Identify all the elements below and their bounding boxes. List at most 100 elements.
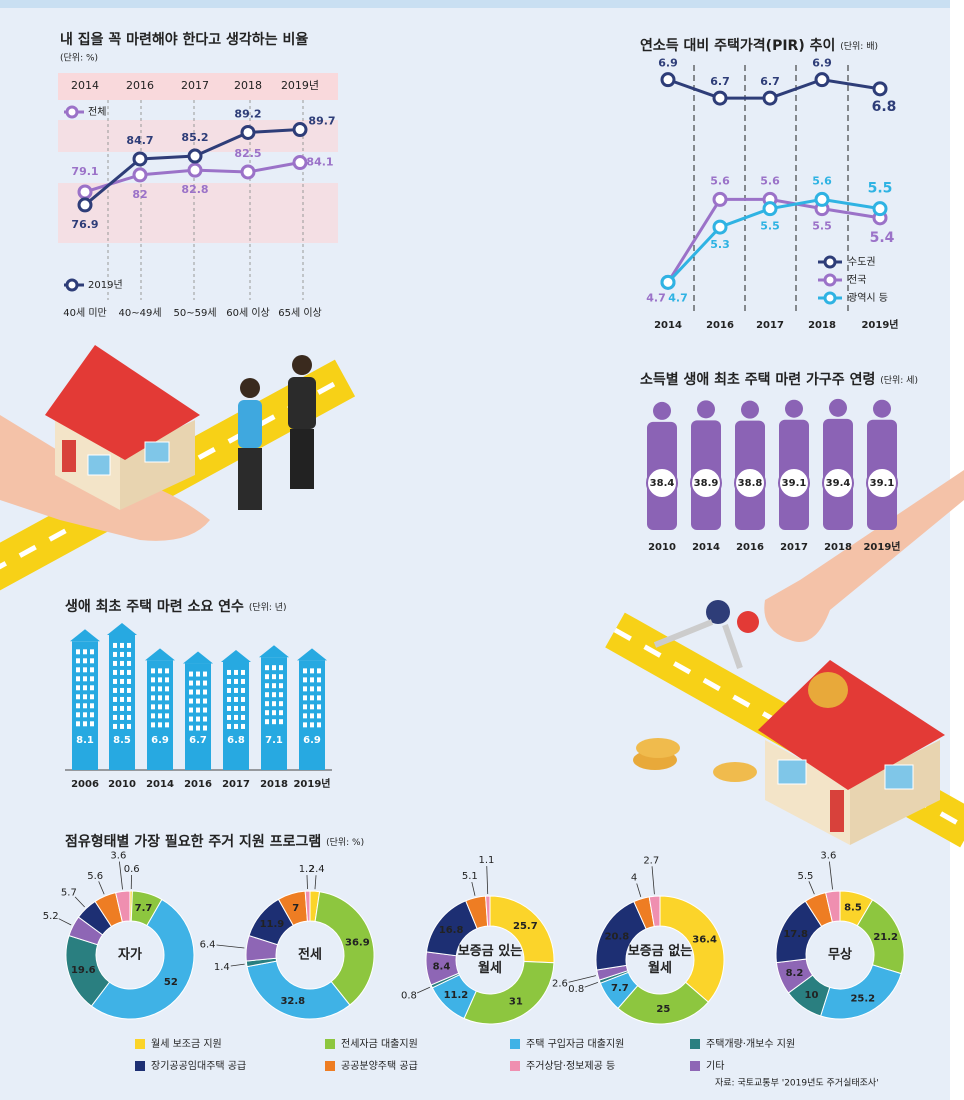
data-label: 1.4 <box>214 962 230 973</box>
window <box>158 713 162 719</box>
data-label: 39.4 <box>826 478 851 489</box>
window <box>279 665 283 671</box>
window <box>90 712 94 718</box>
data-label: 5.6 <box>812 174 832 187</box>
window <box>113 678 117 684</box>
window <box>227 687 231 693</box>
window <box>127 687 131 693</box>
data-label: 6.8 <box>872 99 897 115</box>
window <box>241 714 245 720</box>
band <box>58 183 338 243</box>
figure-head <box>873 399 891 418</box>
data-label: 82.8 <box>181 183 208 196</box>
x-tick-label: 2010 <box>108 779 136 790</box>
x-tick-label: 40~49세 <box>118 307 161 319</box>
legend-swatch <box>690 1061 700 1071</box>
window <box>113 723 117 729</box>
window <box>272 701 276 707</box>
top-strip <box>0 0 964 8</box>
bar <box>109 634 135 770</box>
key <box>653 619 714 648</box>
window <box>76 649 80 655</box>
window <box>310 722 314 728</box>
window <box>151 695 155 701</box>
window <box>265 665 269 671</box>
x-tick-label: 2010 <box>648 542 676 553</box>
window <box>265 674 269 680</box>
data-label: 11.2 <box>444 990 469 1001</box>
window <box>120 714 124 720</box>
donut-segment <box>90 898 195 1020</box>
window <box>90 694 94 700</box>
window <box>272 719 276 725</box>
window <box>151 704 155 710</box>
data-label: 31 <box>509 997 523 1008</box>
data-label: 5.3 <box>710 238 730 251</box>
data-label: 38.9 <box>694 478 719 489</box>
roof <box>183 651 213 664</box>
value-badge <box>822 467 854 499</box>
x-tick-label: 65세 이상 <box>278 307 322 319</box>
window <box>165 722 169 728</box>
legend-label: 광역시 등 <box>848 292 888 304</box>
chart-title: 소득별 생애 최초 주택 마련 가구주 연령 (단위: 세) <box>640 371 918 388</box>
house-wall <box>850 740 940 845</box>
window <box>90 658 94 664</box>
window <box>241 669 245 675</box>
point <box>132 167 148 183</box>
subtitle: (단위: 배) <box>840 41 878 52</box>
window <box>90 721 94 727</box>
window <box>76 703 80 709</box>
window <box>234 678 238 684</box>
window <box>158 668 162 674</box>
data-label: 76.9 <box>71 218 98 231</box>
window <box>303 668 307 674</box>
roof <box>70 629 100 642</box>
data-label: 2.6 <box>552 979 568 990</box>
donut-label: 보증금 있는 월세 <box>457 944 523 976</box>
window <box>158 722 162 728</box>
point <box>660 274 676 290</box>
x-tick-label: 2016 <box>126 79 154 92</box>
window <box>234 669 238 675</box>
data-label: 5.1 <box>462 871 478 882</box>
legend-marker <box>823 291 837 305</box>
window <box>196 680 200 686</box>
leader <box>118 861 123 890</box>
leader <box>636 883 642 897</box>
window <box>113 714 117 720</box>
title: 점유형태별 가장 필요한 주거 지원 프로그램 <box>65 833 321 850</box>
data-label: 6.9 <box>812 57 832 70</box>
data-label: 5.6 <box>760 174 780 187</box>
chart-title: 연소득 대비 주택가격(PIR) 추이 (단위: 배) <box>640 37 878 54</box>
window <box>241 696 245 702</box>
person-legs <box>238 448 262 510</box>
window <box>113 696 117 702</box>
point <box>240 164 256 180</box>
legend-swatch <box>690 1039 700 1049</box>
data-label: 19.6 <box>71 965 96 976</box>
x-tick-label: 2019년 <box>861 318 898 331</box>
point <box>77 184 93 200</box>
donut-label: 무상 <box>828 947 852 963</box>
data-label: 7.7 <box>135 903 153 914</box>
data-label: 4.7 <box>668 291 688 304</box>
window <box>151 668 155 674</box>
window <box>203 716 207 722</box>
data-label: 5.6 <box>87 871 103 882</box>
data-label: 5.5 <box>812 220 832 233</box>
window <box>90 649 94 655</box>
window <box>317 704 321 710</box>
window <box>151 713 155 719</box>
window <box>158 695 162 701</box>
source: 자료: 국토교통부 '2019년도 주거실태조사' <box>715 1078 879 1089</box>
data-label: 89.7 <box>308 115 335 128</box>
window <box>279 683 283 689</box>
window <box>83 685 87 691</box>
donut-segment <box>485 895 491 927</box>
window <box>113 669 117 675</box>
legend-swatch <box>135 1061 145 1071</box>
data-label: 7.7 <box>611 983 629 994</box>
window <box>203 725 207 731</box>
figure-head <box>653 401 671 420</box>
